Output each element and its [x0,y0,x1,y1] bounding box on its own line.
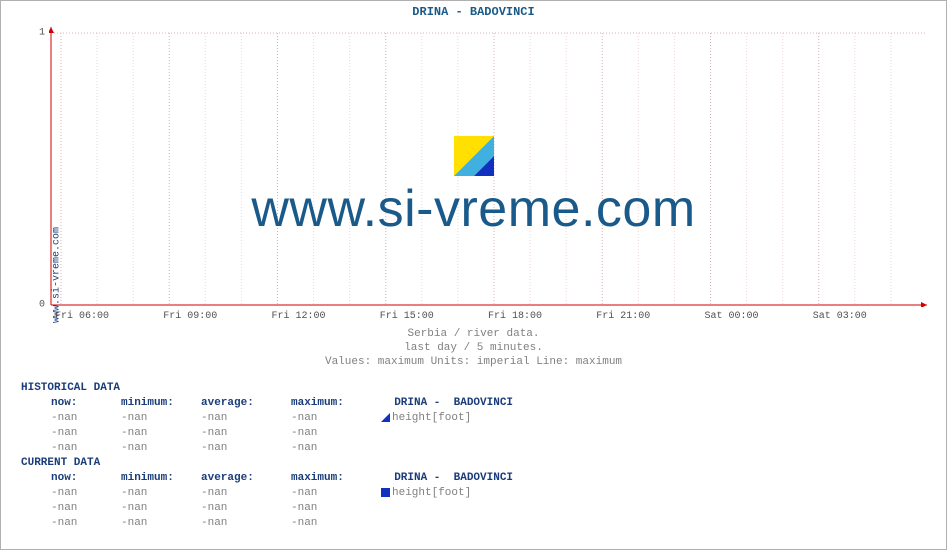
cell: -nan [291,501,381,516]
table-row: -nan-nan-nan-nan [21,426,513,441]
col-header: now: [51,471,121,486]
col-header: average: [201,471,291,486]
cell: -nan [201,441,291,456]
xtick-label: Fri 15:00 [380,311,434,322]
series-label: DRINA - BADOVINCI [394,472,513,484]
xtick-label: Sat 00:00 [705,311,759,322]
cell: -nan [291,441,381,456]
ytick-1: 1 [35,28,45,39]
cell: -nan [201,426,291,441]
table-row: -nan-nan-nan-nan [21,441,513,456]
meta-line-3: Values: maximum Units: imperial Line: ma… [1,355,946,369]
series-label: DRINA - BADOVINCI [394,397,513,409]
chart-meta: Serbia / river data. last day / 5 minute… [1,327,946,369]
table-row: -nan-nan-nan-nanheight[foot] [21,486,513,501]
cell: -nan [121,441,201,456]
table-row: -nan-nan-nan-nan [21,516,513,531]
cell: -nan [51,441,121,456]
ytick-0: 0 [35,300,45,311]
xtick-label: Fri 06:00 [55,311,109,322]
current-columns: now:minimum:average:maximum: DRINA - BAD… [21,471,513,486]
cell: -nan [291,426,381,441]
cell: -nan [121,411,201,426]
col-header: average: [201,396,291,411]
cell: -nan [201,501,291,516]
xtick-label: Fri 21:00 [596,311,650,322]
historical-header: HISTORICAL DATA [21,381,513,396]
legend-swatch-icon [381,488,390,497]
historical-columns: now:minimum:average:maximum: DRINA - BAD… [21,396,513,411]
cell: -nan [201,486,291,501]
data-tables: HISTORICAL DATA now:minimum:average:maxi… [21,381,513,531]
col-header: minimum: [121,396,201,411]
cell: -nan [51,516,121,531]
cell: -nan [201,516,291,531]
cell: -nan [121,426,201,441]
col-header: maximum: [291,471,381,486]
col-header: maximum: [291,396,381,411]
series-unit: height[foot] [392,412,471,424]
cell: -nan [121,501,201,516]
cell: -nan [51,426,121,441]
cell: -nan [291,411,381,426]
meta-line-2: last day / 5 minutes. [1,341,946,355]
xtick-label: Fri 12:00 [272,311,326,322]
table-row: -nan-nan-nan-nanheight[foot] [21,411,513,426]
xtick-label: Fri 09:00 [163,311,217,322]
meta-line-1: Serbia / river data. [1,327,946,341]
brand-logo-icon [454,136,494,176]
cell: -nan [121,486,201,501]
xtick-label: Fri 18:00 [488,311,542,322]
cell: -nan [291,486,381,501]
series-unit: height[foot] [392,487,471,499]
cell: -nan [201,411,291,426]
cell: -nan [51,411,121,426]
col-header: minimum: [121,471,201,486]
xtick-label: Sat 03:00 [813,311,867,322]
cell: -nan [51,501,121,516]
cell: -nan [121,516,201,531]
chart-frame: www.si-vreme.com DRINA - BADOVINCI 0 1 F… [0,0,947,550]
col-header: now: [51,396,121,411]
current-header: CURRENT DATA [21,456,513,471]
cell: -nan [51,486,121,501]
cell: -nan [291,516,381,531]
chart-title: DRINA - BADOVINCI [412,5,534,19]
table-row: -nan-nan-nan-nan [21,501,513,516]
watermark-text: www.si-vreme.com [251,179,695,239]
legend-swatch-icon [381,413,390,422]
